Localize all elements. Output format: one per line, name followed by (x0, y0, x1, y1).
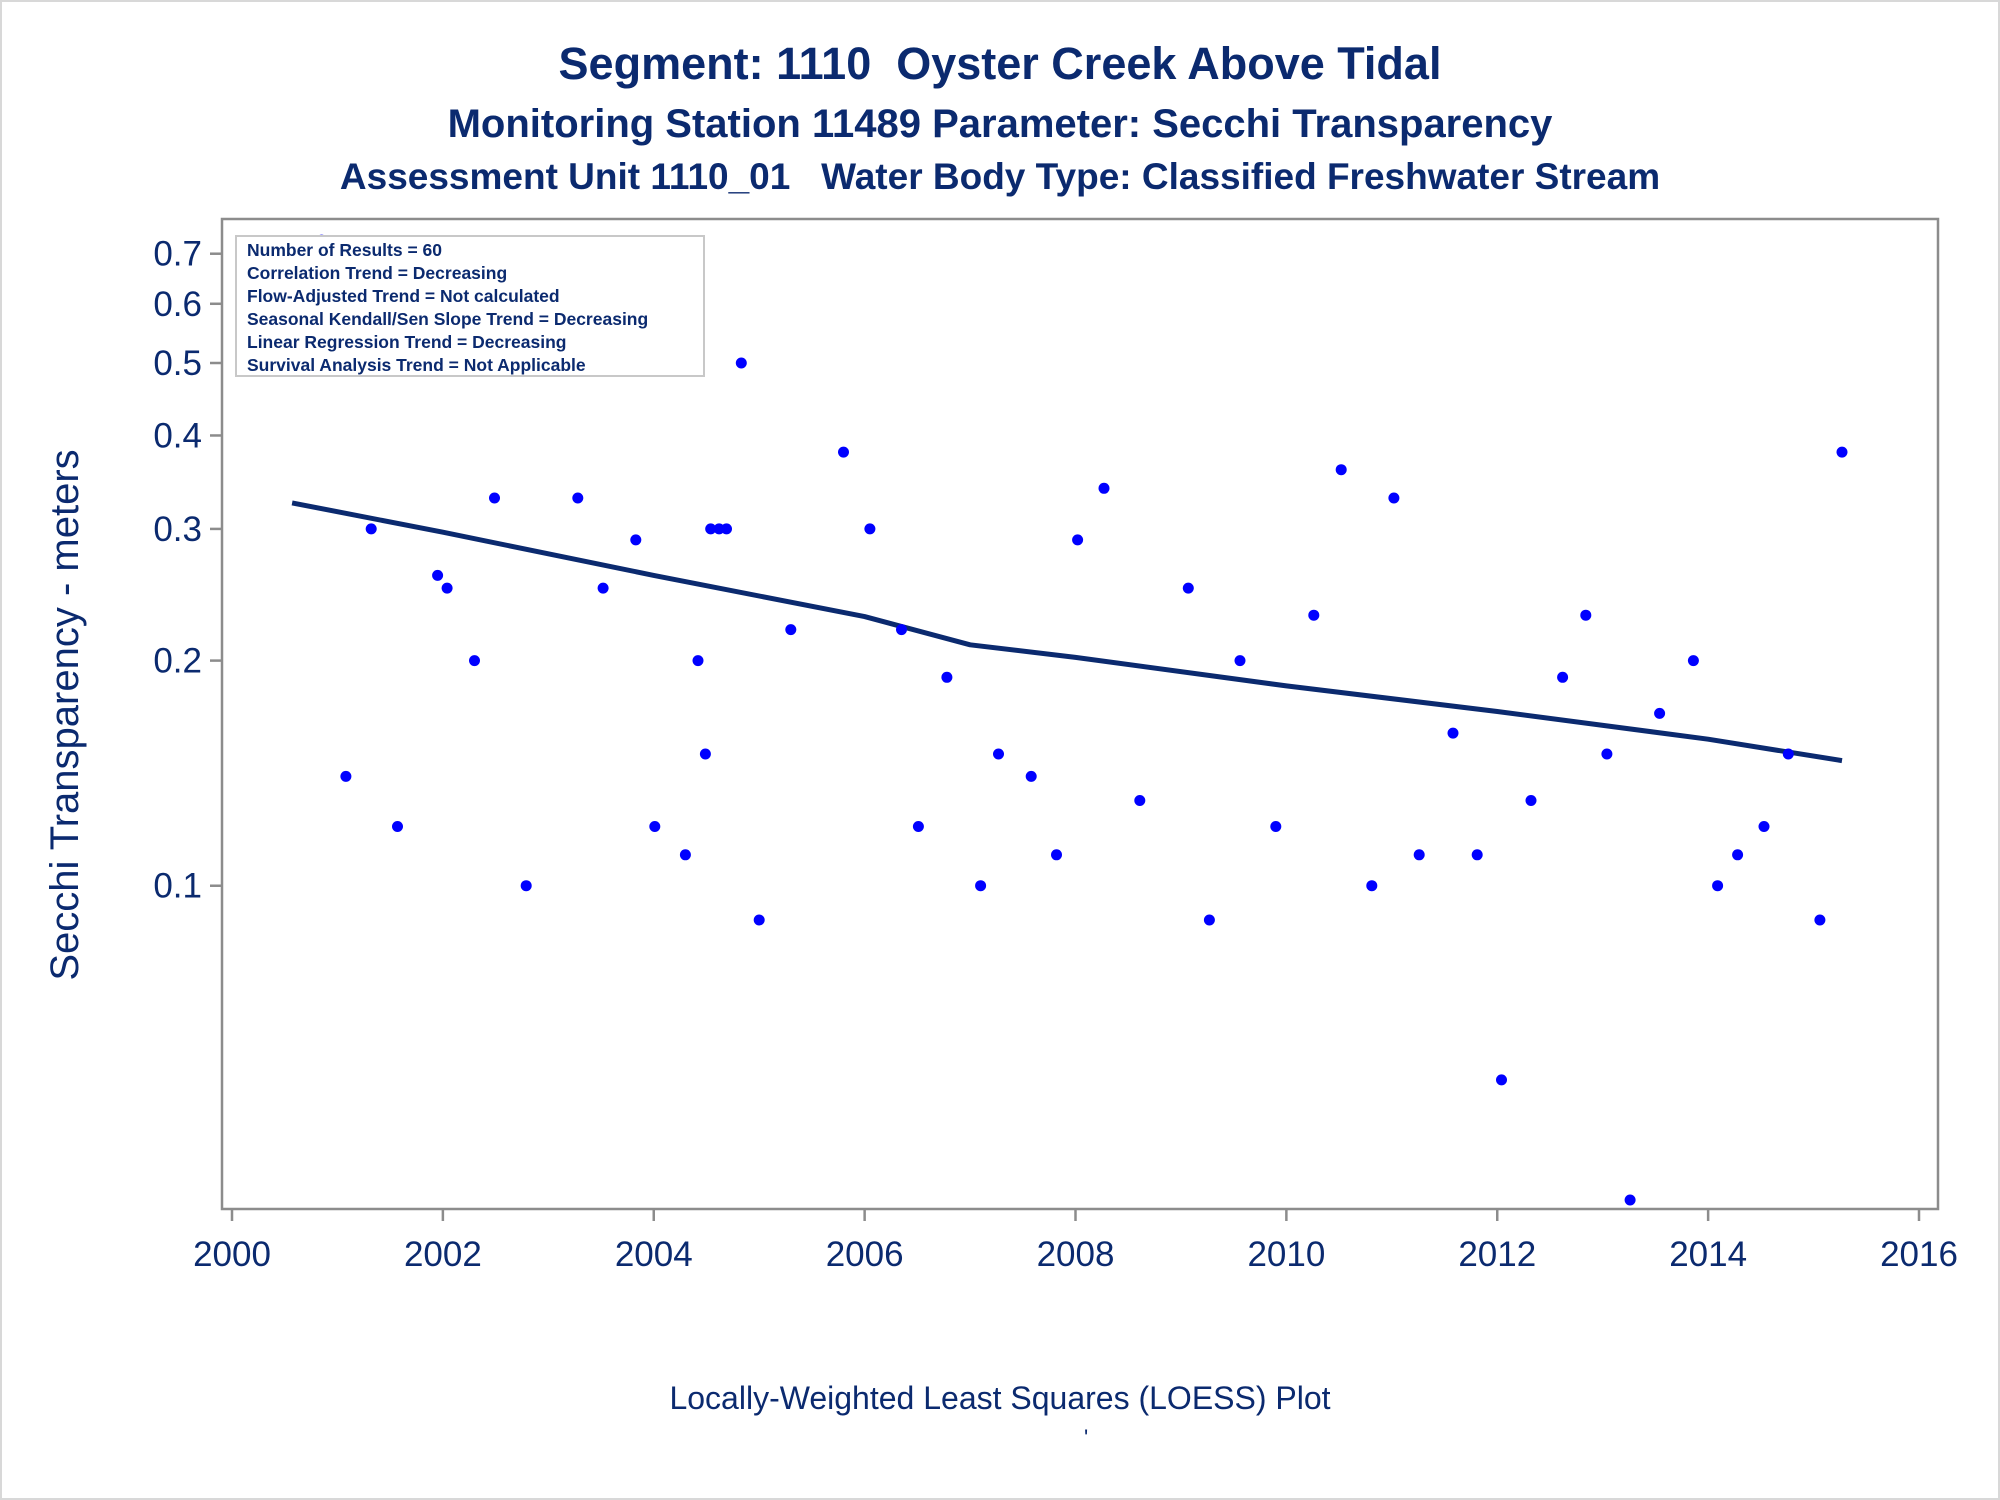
stats-box: Number of Results = 60 Correlation Trend… (235, 235, 705, 377)
x-tick-label: 2014 (1669, 1235, 1747, 1274)
y-tick-label: 0.3 (153, 510, 202, 549)
data-point (1388, 492, 1400, 504)
data-point (1308, 609, 1320, 621)
footnote-mark: ' (1084, 1425, 1089, 1450)
data-point (1366, 880, 1378, 892)
data-point (699, 748, 711, 760)
data-point (864, 523, 876, 535)
data-point (1836, 446, 1848, 458)
data-point (1732, 849, 1744, 861)
y-axis: 0.1 0.2 0.3 0.4 0.5 0.6 0.7 (153, 235, 222, 906)
plot-area (220, 217, 1940, 1211)
data-point (1134, 795, 1146, 806)
data-point (1051, 849, 1062, 861)
data-point (1654, 707, 1666, 719)
data-point (1471, 849, 1483, 861)
data-point (692, 655, 704, 667)
data-point (572, 492, 584, 504)
stats-survival-analysis-trend: Survival Analysis Trend = Not Applicable (247, 355, 586, 375)
y-tick-label: 0.4 (153, 416, 202, 455)
data-point (1782, 748, 1794, 760)
data-point (975, 880, 987, 892)
chart-subtitle: Monitoring Station 11489 Parameter: Secc… (447, 102, 1553, 146)
data-points (286, 234, 1848, 1206)
data-point (1234, 655, 1246, 667)
y-tick-label: 0.7 (153, 235, 202, 274)
x-tick-label: 2000 (193, 1235, 271, 1274)
data-point (649, 821, 661, 832)
data-point (1098, 482, 1110, 494)
x-tick-label: 2008 (1037, 1235, 1115, 1274)
stats-seasonal-kendall-trend: Seasonal Kendall/Sen Slope Trend = Decre… (247, 309, 648, 329)
trend-line-group (291, 500, 1843, 764)
data-point (340, 770, 352, 782)
data-point (1335, 464, 1347, 476)
data-point (838, 446, 849, 458)
data-point (753, 914, 765, 926)
data-point (1496, 1074, 1507, 1086)
x-tick-label: 2002 (404, 1235, 482, 1274)
stats-flow-adjusted-trend: Flow-Adjusted Trend = Not calculated (247, 286, 560, 306)
data-point (1712, 880, 1724, 892)
x-tick-label: 2006 (826, 1235, 904, 1274)
data-point (1814, 914, 1826, 926)
x-tick-label: 2010 (1247, 1235, 1325, 1274)
y-tick-label: 0.5 (153, 344, 202, 383)
data-point (597, 582, 609, 594)
data-point (469, 655, 480, 667)
y-axis-title: Secchi Transparency - meters (43, 449, 87, 980)
data-point (721, 523, 732, 535)
data-point (941, 671, 953, 683)
data-point (392, 821, 403, 832)
data-point (1601, 748, 1613, 760)
data-point (1687, 655, 1699, 667)
data-point (1270, 821, 1282, 832)
stats-correlation-trend: Correlation Trend = Decreasing (247, 263, 507, 283)
y-tick-label: 0.6 (153, 285, 202, 324)
data-point (432, 569, 444, 581)
data-point (679, 849, 691, 861)
data-point (441, 582, 453, 594)
data-point (1025, 770, 1037, 782)
chart-title: Segment: 1110 Oyster Creek Above Tidal (558, 38, 1442, 89)
stats-box-border (235, 235, 705, 377)
data-point (1624, 1194, 1636, 1206)
data-point (630, 534, 642, 546)
stats-linear-regression-trend: Linear Regression Trend = Decreasing (247, 332, 567, 352)
data-point (1758, 821, 1770, 832)
y-tick-label: 0.1 (153, 867, 202, 906)
data-point (735, 357, 747, 369)
data-point (1557, 671, 1569, 683)
data-point (1413, 849, 1425, 861)
data-point (1447, 727, 1459, 739)
loess-trend-line (291, 500, 1843, 764)
x-tick-label: 2012 (1458, 1235, 1536, 1274)
data-point (993, 748, 1004, 760)
x-tick-label: 2016 (1880, 1235, 1958, 1274)
data-point (520, 880, 532, 892)
data-point (785, 624, 797, 636)
data-point (1182, 582, 1194, 594)
data-point (1203, 914, 1215, 926)
stats-results-count: Number of Results = 60 (247, 240, 442, 260)
y-tick-label: 0.2 (153, 642, 202, 681)
x-axis: 2000 2002 2004 2006 2008 2010 2012 2014 2016 (193, 1209, 1958, 1274)
data-point (1525, 795, 1537, 806)
data-point (896, 624, 907, 636)
chart-subtitle-2: Assessment Unit 1110_01 Water Body Type:… (339, 156, 1661, 197)
data-point (1072, 534, 1084, 546)
x-tick-label: 2004 (615, 1235, 693, 1274)
data-point (912, 821, 924, 832)
footnote: Locally-Weighted Least Squares (LOESS) P… (669, 1380, 1331, 1416)
data-point (705, 523, 717, 535)
data-point (1580, 609, 1592, 621)
data-point (489, 492, 500, 504)
data-point (365, 523, 377, 535)
